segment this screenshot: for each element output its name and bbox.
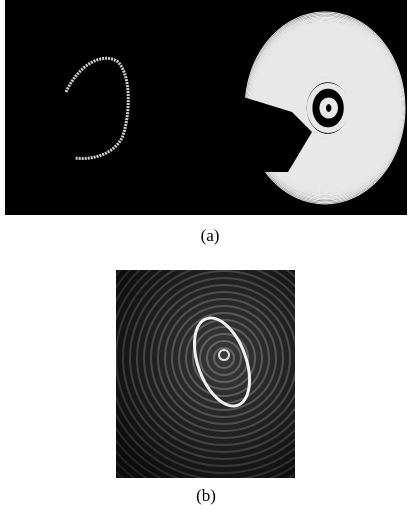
ring bbox=[116, 270, 295, 474]
ring bbox=[136, 270, 295, 446]
curve bbox=[64, 56, 130, 160]
fringe bbox=[279, 51, 375, 165]
ring bbox=[116, 270, 295, 467]
ring bbox=[192, 326, 256, 390]
fringe bbox=[288, 61, 366, 155]
center-spot bbox=[218, 349, 230, 361]
fringe bbox=[297, 72, 358, 144]
ring bbox=[206, 340, 242, 376]
fringe bbox=[319, 97, 338, 119]
fringe bbox=[294, 68, 361, 148]
notch bbox=[240, 96, 312, 172]
fringe bbox=[291, 65, 364, 151]
fringe bbox=[306, 82, 350, 134]
ring bbox=[185, 319, 263, 397]
ring-pattern bbox=[116, 270, 295, 478]
ring bbox=[171, 305, 277, 411]
fringe bbox=[283, 56, 371, 160]
caption: (b) bbox=[196, 486, 216, 505]
ring bbox=[129, 270, 295, 453]
ring bbox=[213, 347, 235, 369]
ring bbox=[157, 291, 291, 425]
fringe bbox=[281, 53, 373, 163]
ring bbox=[199, 333, 249, 383]
ring bbox=[122, 270, 295, 460]
fringe bbox=[301, 76, 355, 140]
fringe bbox=[277, 49, 376, 167]
caption: (a) bbox=[201, 226, 220, 245]
ring bbox=[150, 284, 295, 432]
ring bbox=[143, 277, 295, 439]
ring bbox=[164, 298, 284, 418]
bright-loop bbox=[193, 316, 251, 408]
fringe bbox=[285, 59, 369, 157]
